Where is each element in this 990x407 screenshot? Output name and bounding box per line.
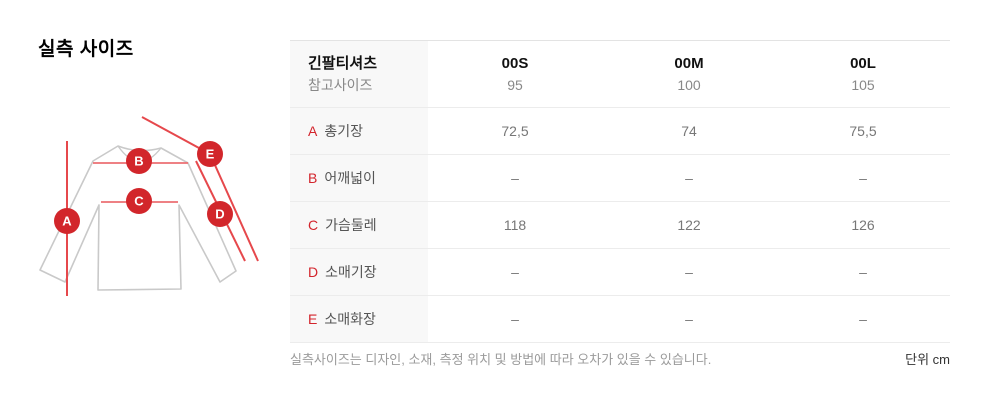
measurement-label-cell: D 소매기장 (290, 249, 428, 295)
table-row: A 총기장 72,5 74 75,5 (290, 108, 950, 155)
size-name: 00M (674, 54, 704, 72)
measure-badge-circle (207, 201, 233, 227)
measure-badge-letter: C (134, 194, 144, 209)
measurement-label-cell: B 어깨넓이 (290, 155, 428, 201)
size-column-header: 00M 100 (602, 41, 776, 107)
table-row: B 어깨넓이 – – – (290, 155, 950, 202)
tshirt-outline (39, 145, 237, 291)
measurement-label-cell: A 총기장 (290, 108, 428, 154)
measure-badge-circle (197, 141, 223, 167)
measure-badge-letter: E (206, 147, 215, 162)
measurement-value: 126 (851, 217, 875, 233)
measurement-label-cell: C 가슴둘레 (290, 202, 428, 248)
measure-badge-circle (126, 188, 152, 214)
measurement-value: – (685, 264, 693, 280)
table-row: D 소매기장 – – – (290, 249, 950, 296)
reference-size-value: 100 (677, 76, 701, 93)
measurement-value: – (859, 264, 867, 280)
measurement-value: 74 (681, 123, 697, 139)
measurement-value: – (685, 311, 693, 327)
measure-key: E (308, 311, 318, 327)
measure-key: C (308, 217, 319, 233)
reference-size-label: 참고사이즈 (308, 76, 373, 93)
measurement-value: – (859, 311, 867, 327)
measurement-value: – (511, 311, 519, 327)
measure-name: 소매화장 (324, 311, 376, 327)
unit-label: 단위 cm (905, 352, 950, 367)
table-header-row: 긴팔티셔츠 참고사이즈 00S 95 00M 100 00L 105 (290, 41, 950, 108)
reference-size-value: 105 (851, 76, 875, 93)
measure-name: 어깨넓이 (324, 170, 376, 186)
table-row: E 소매화장 – – – (290, 296, 950, 343)
measure-key: B (308, 170, 318, 186)
size-name: 00S (501, 54, 529, 72)
measurement-label-cell: E 소매화장 (290, 296, 428, 342)
size-table: 긴팔티셔츠 참고사이즈 00S 95 00M 100 00L 105 A 총기장 72,5 74… (290, 40, 950, 343)
table-header-label-cell: 긴팔티셔츠 참고사이즈 (290, 41, 428, 107)
tshirt-measurement-diagram: A B C D E (39, 116, 259, 296)
size-column-header: 00L 105 (776, 41, 950, 107)
table-row: C 가슴둘레 118 122 126 (290, 202, 950, 249)
measure-name: 가슴둘레 (325, 217, 377, 233)
product-name: 긴팔티셔츠 (308, 54, 378, 72)
measure-key: D (308, 264, 319, 280)
measurement-value: – (511, 170, 519, 186)
measure-name: 총기장 (324, 123, 363, 139)
measure-badges: A B C D E (54, 141, 233, 234)
measurement-value: 118 (503, 217, 527, 233)
measure-badge-letter: B (134, 154, 143, 169)
measure-key: A (308, 123, 318, 139)
measure-badge-circle (54, 208, 80, 234)
measurement-value: – (685, 170, 693, 186)
measure-badge-letter: D (215, 207, 224, 222)
measure-badge-letter: A (62, 214, 72, 229)
measurement-value: 72,5 (501, 123, 529, 139)
measurement-value: – (859, 170, 867, 186)
measure-name: 소매기장 (325, 264, 377, 280)
size-name: 00L (850, 54, 876, 72)
measurement-value: 122 (677, 217, 701, 233)
measurement-value: – (511, 264, 519, 280)
page-title: 실측 사이즈 (38, 39, 134, 60)
measurement-note: 실측사이즈는 디자인, 소재, 측정 위치 및 방법에 따라 오차가 있을 수 … (290, 352, 712, 367)
size-column-header: 00S 95 (428, 41, 602, 107)
reference-size-value: 95 (507, 76, 523, 93)
measurement-value: 75,5 (849, 123, 877, 139)
measure-badge-circle (126, 148, 152, 174)
table-footer: 실측사이즈는 디자인, 소재, 측정 위치 및 방법에 따라 오차가 있을 수 … (290, 349, 950, 368)
